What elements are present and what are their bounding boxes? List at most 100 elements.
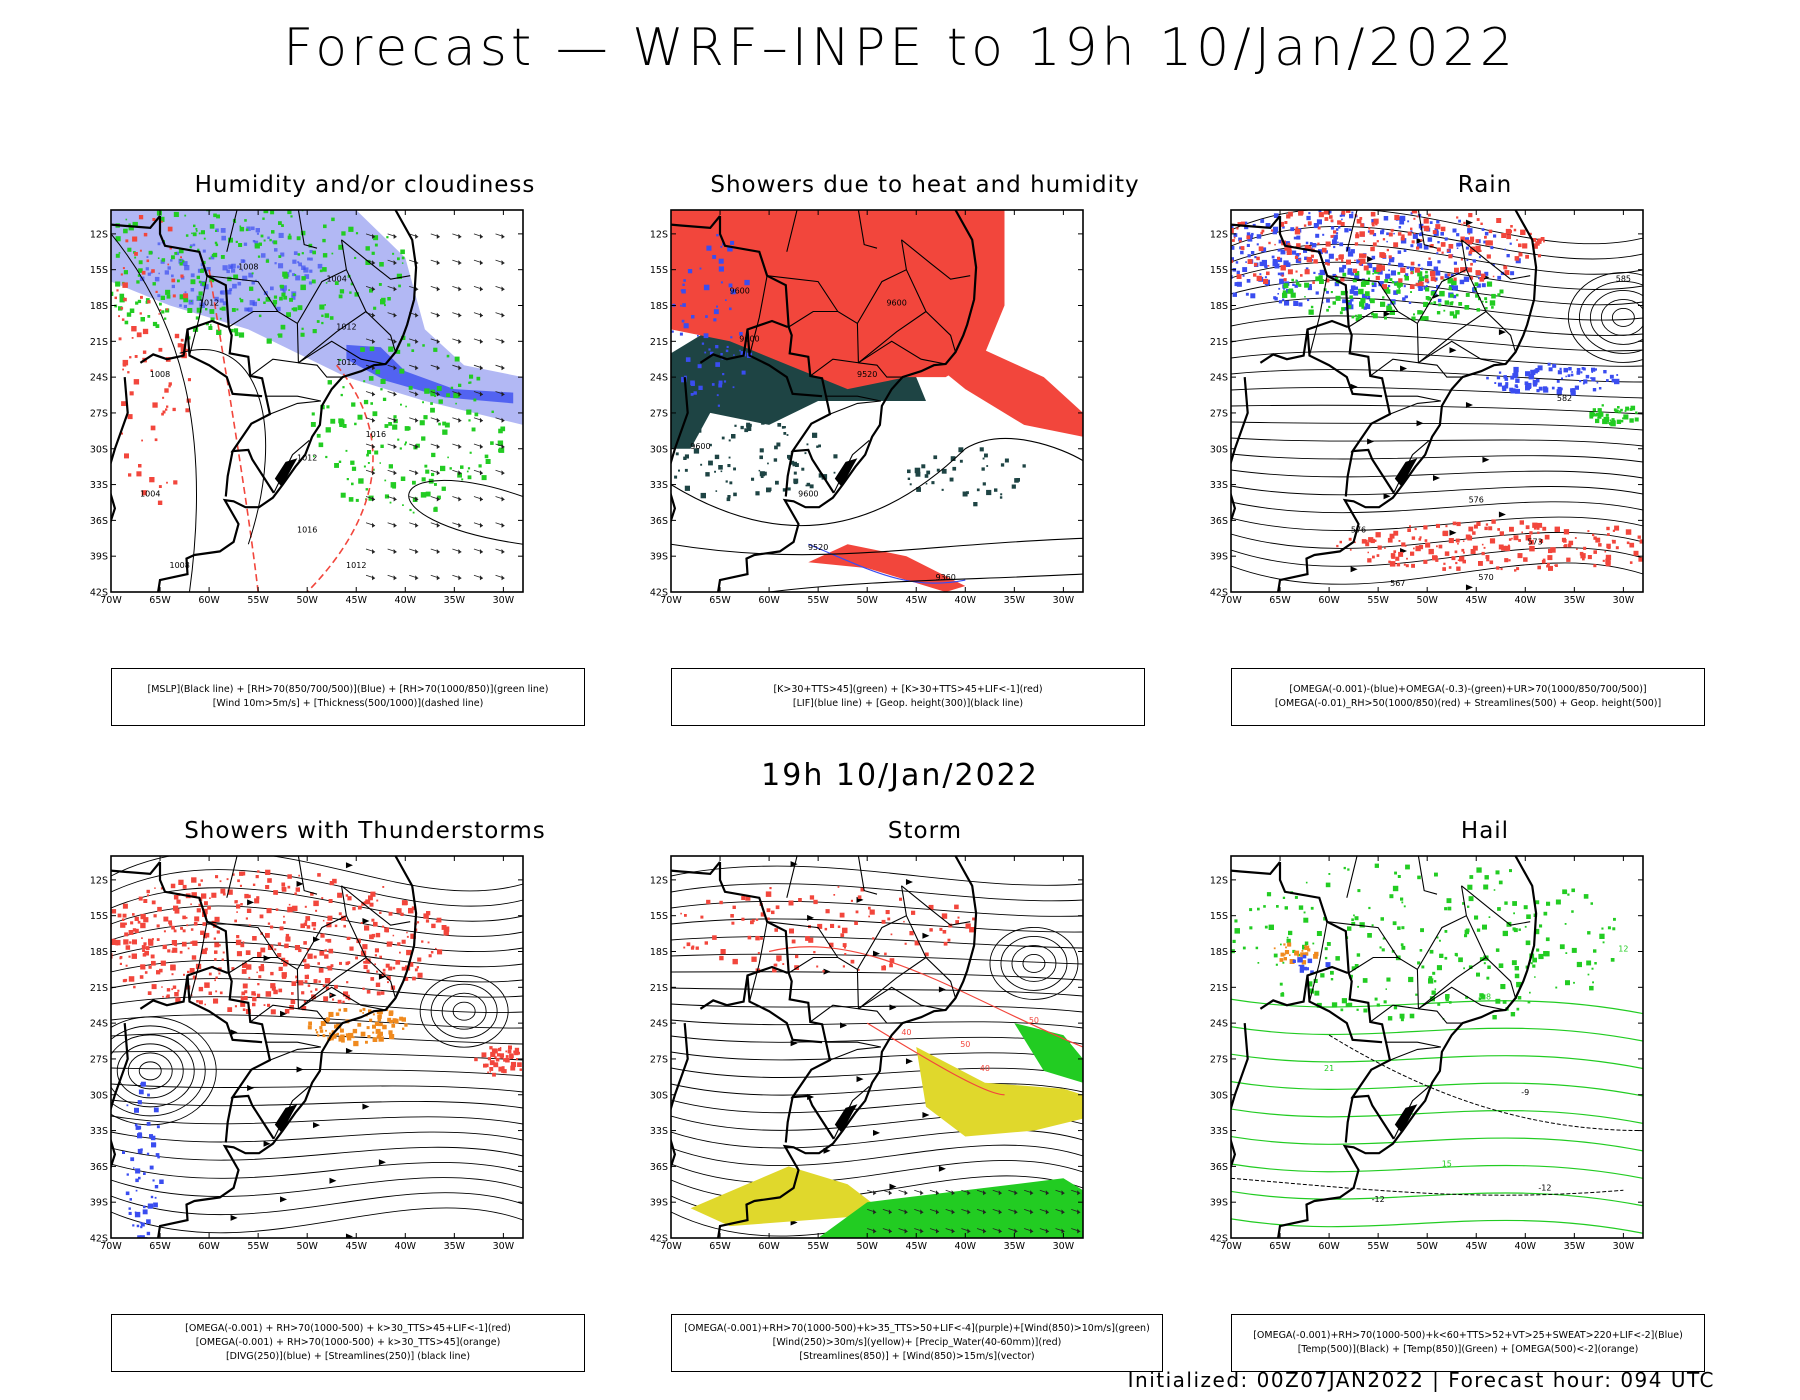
- kindex-green-cell: [684, 468, 688, 472]
- omega-blue-area: [1437, 241, 1440, 244]
- omega-blue-area: [1403, 285, 1406, 288]
- wind-vector-head: [501, 286, 505, 292]
- rh-green-contour: [400, 249, 405, 255]
- divergence-blue: [142, 1209, 148, 1215]
- thickness-red: [122, 359, 129, 366]
- rh-green-contour: [402, 504, 404, 506]
- temp850-green: [1502, 1000, 1507, 1004]
- thickness-red: [158, 347, 163, 352]
- country-border: [746, 329, 823, 398]
- divergence-blue: [159, 1179, 164, 1184]
- thunderstorm-red-area: [346, 981, 349, 984]
- divergence-blue: [153, 1202, 158, 1208]
- rh-green-contour: [271, 230, 275, 234]
- rh-green-contour: [238, 204, 241, 207]
- thickness-red: [141, 270, 146, 275]
- contour-label: 9600: [798, 490, 818, 499]
- kindex-green-cell: [733, 492, 737, 497]
- thunderstorm-red-area: [236, 911, 238, 913]
- thunderstorm-red-area: [498, 1047, 502, 1052]
- thickness-red: [162, 396, 165, 399]
- omega-red-area: [1253, 263, 1258, 267]
- rh-green-contour: [196, 307, 202, 313]
- streamline-arrow: [296, 1066, 304, 1073]
- omega-blue-area: [1354, 274, 1360, 280]
- temp850-contour: [1231, 1108, 1643, 1124]
- thickness-red: [172, 407, 176, 412]
- coastline: [717, 210, 978, 592]
- omega-red-area: [1481, 551, 1485, 556]
- wind-vector-head: [458, 365, 462, 371]
- rh-green-contour: [192, 232, 197, 237]
- thunderstorm-red-area: [438, 919, 441, 922]
- wind-vector-head: [415, 233, 419, 239]
- rh-green-contour: [412, 480, 416, 485]
- omega-red-area: [1440, 242, 1446, 247]
- thunderstorm-red-area: [181, 941, 187, 947]
- lif-blue-line: [681, 319, 685, 323]
- temp850-green: [1576, 961, 1582, 968]
- temp850-green: [1400, 897, 1404, 901]
- omega-red-area: [1359, 231, 1365, 237]
- thickness-red: [185, 408, 190, 413]
- omega-red-area: [1336, 544, 1339, 548]
- omega-red-area: [1375, 223, 1378, 226]
- kindex-green-cell: [693, 448, 700, 454]
- wind-vector-head: [983, 1209, 987, 1215]
- thunderstorm-red-area: [315, 988, 318, 991]
- temp850-green: [1610, 958, 1615, 962]
- omega-red-area: [1507, 544, 1510, 547]
- temp850-green: [1483, 962, 1486, 965]
- divergence-blue: [154, 1196, 157, 1199]
- wind-vector-head: [393, 470, 397, 476]
- rh-green-contour: [197, 296, 202, 301]
- thunderstorm-red-area: [324, 954, 329, 959]
- lif-blue-line: [681, 289, 686, 294]
- thunderstorm-red-area: [182, 929, 186, 933]
- thunderstorm-red-area: [125, 964, 128, 967]
- wind-vector-head: [415, 470, 419, 476]
- map-frame: [110, 855, 524, 1239]
- omega-green-area: [1298, 283, 1302, 287]
- omega-green-area: [1394, 282, 1398, 286]
- streamline-arrow: [329, 992, 337, 999]
- omega-blue-area: [1350, 298, 1354, 302]
- thickness-red: [162, 410, 166, 414]
- rh-blue-cell: [276, 306, 281, 312]
- temp850-green: [1444, 930, 1448, 933]
- omega-red-area: [1460, 223, 1463, 226]
- state-border: [1461, 239, 1531, 280]
- thunderstorm-red-area: [168, 920, 172, 925]
- omega-blue-area: [1398, 262, 1403, 268]
- rh-green-contour: [254, 243, 260, 249]
- thunderstorm-red-area: [304, 963, 310, 969]
- omega-green-area: [1339, 311, 1343, 315]
- omega-green-area: [1591, 413, 1594, 416]
- thunderstorm-red-area: [143, 917, 149, 923]
- thickness-red: [120, 273, 123, 276]
- thunderstorm-red-area: [142, 949, 145, 952]
- thunderstorm-red-area: [234, 1005, 237, 1008]
- omega-red-area: [1456, 566, 1461, 571]
- temp850-green: [1257, 962, 1260, 964]
- omega-red-area: [1484, 526, 1488, 531]
- omega-red-area: [1485, 523, 1489, 526]
- omega-red-area: [1455, 561, 1458, 565]
- wind-vector-head: [372, 391, 376, 397]
- omega-red-area: [1598, 543, 1602, 547]
- omega-green-area: [1476, 308, 1480, 312]
- thunderstorm-red-area: [143, 942, 147, 946]
- precip-water-red: [881, 965, 886, 971]
- wind-vector-head: [458, 260, 462, 266]
- omega-red-area: [1470, 262, 1473, 266]
- kindex-green-cell: [705, 472, 710, 477]
- omega-red-area: [1335, 275, 1338, 277]
- precip-water-red: [683, 946, 686, 949]
- lif-blue-line: [679, 332, 683, 336]
- precip-water-red: [872, 937, 875, 940]
- omega-red-area: [1220, 256, 1224, 260]
- legend-line: [OMEGA(-0.001)+RH>70(1000-500)+k<60+TTS>…: [1253, 1330, 1683, 1341]
- thunderstorm-red-area: [244, 990, 248, 994]
- omega-blue-area: [1594, 368, 1597, 371]
- rh-green-contour: [409, 508, 412, 512]
